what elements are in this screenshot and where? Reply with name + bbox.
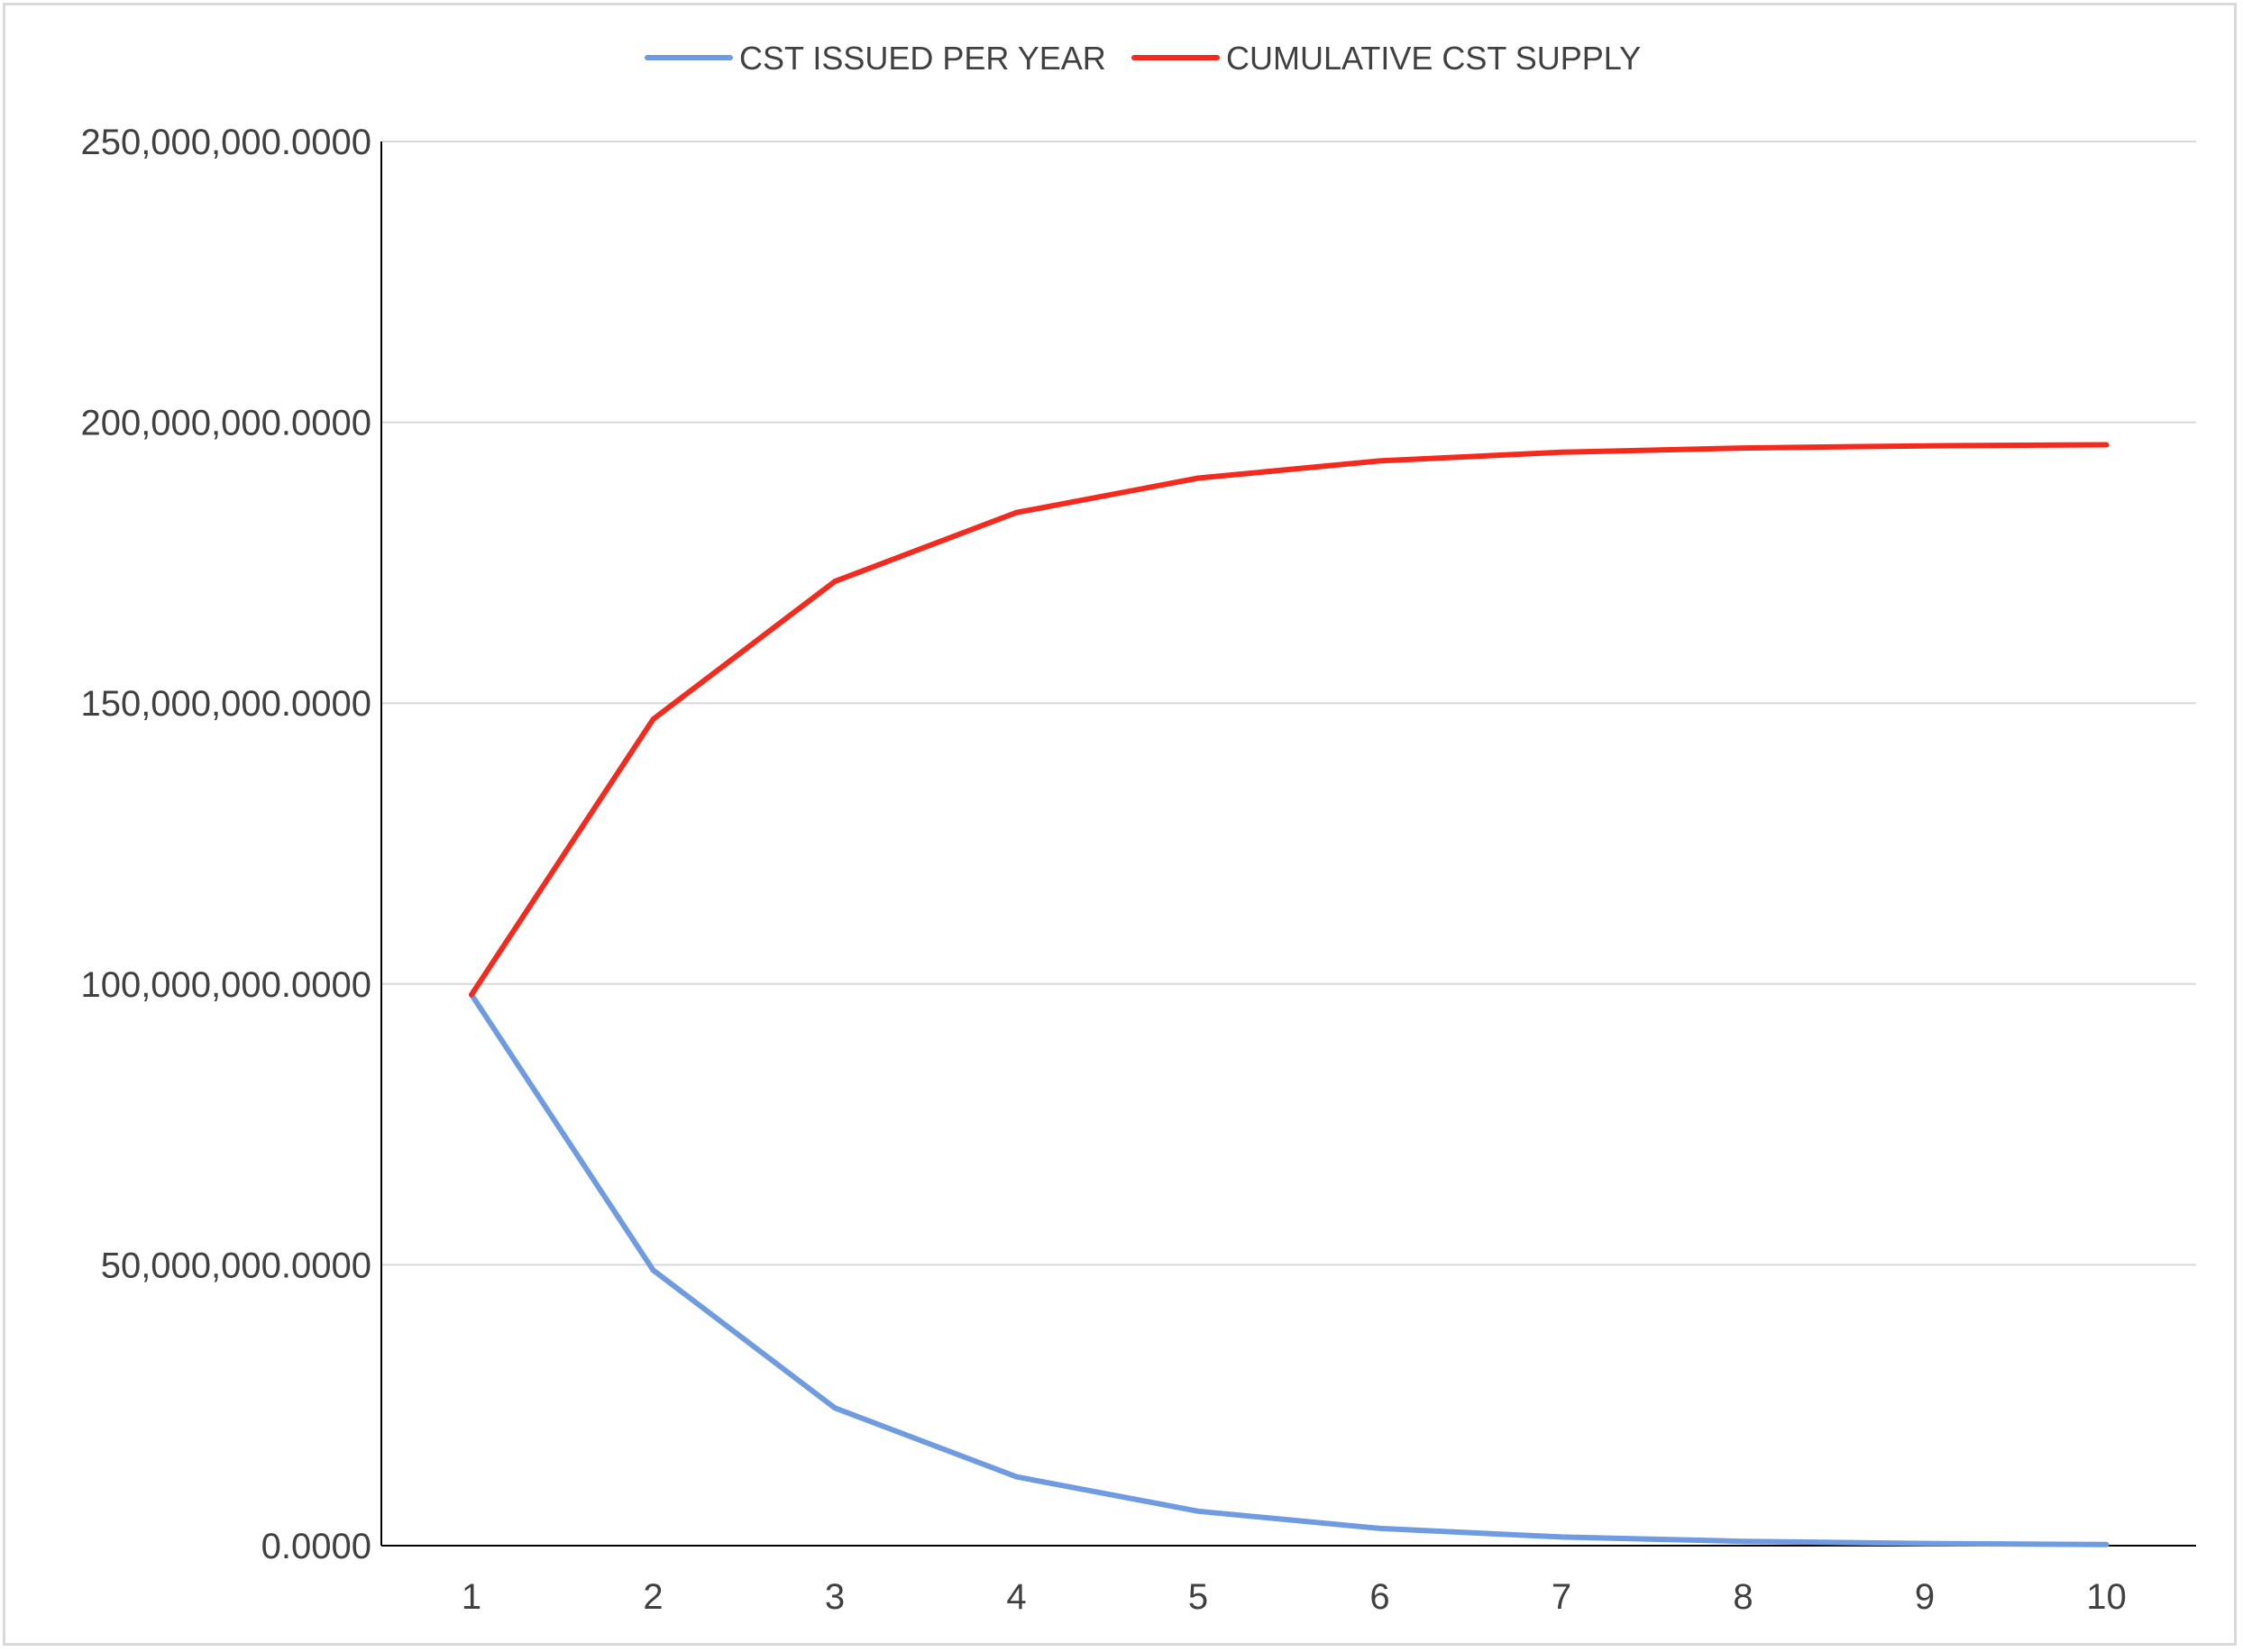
x-tick-label: 3 — [825, 1577, 845, 1617]
x-tick-label: 9 — [1915, 1577, 1935, 1617]
x-tick-label: 2 — [643, 1577, 663, 1617]
y-tick-label: 50,000,000.0000 — [101, 1246, 371, 1285]
legend-label-issued-per-year: CST ISSUED PER YEAR — [739, 40, 1106, 77]
cumulative-supply-series-line — [469, 442, 2110, 998]
y-tick-label: 150,000,000.0000 — [80, 684, 371, 724]
x-tick-label: 1 — [462, 1577, 481, 1617]
x-tick-label: 4 — [1006, 1577, 1026, 1617]
y-tick-label: 250,000,000.0000 — [80, 123, 371, 162]
y-tick-label: 0.0000 — [261, 1527, 371, 1566]
x-tick-label: 5 — [1188, 1577, 1208, 1617]
y-tick-label: 200,000,000.0000 — [80, 404, 371, 443]
y-tick-label: 100,000,000.0000 — [80, 965, 371, 1005]
x-tick-label: 7 — [1552, 1577, 1571, 1617]
x-tick-label: 8 — [1733, 1577, 1753, 1617]
issued-per-year-series-line — [469, 991, 2110, 1547]
chart-frame — [3, 3, 2237, 1646]
x-tick-label: 6 — [1369, 1577, 1389, 1617]
legend-label-cumulative-supply: CUMULATIVE CST SUPPLY — [1226, 40, 1641, 77]
x-tick-label: 10 — [2086, 1577, 2127, 1617]
